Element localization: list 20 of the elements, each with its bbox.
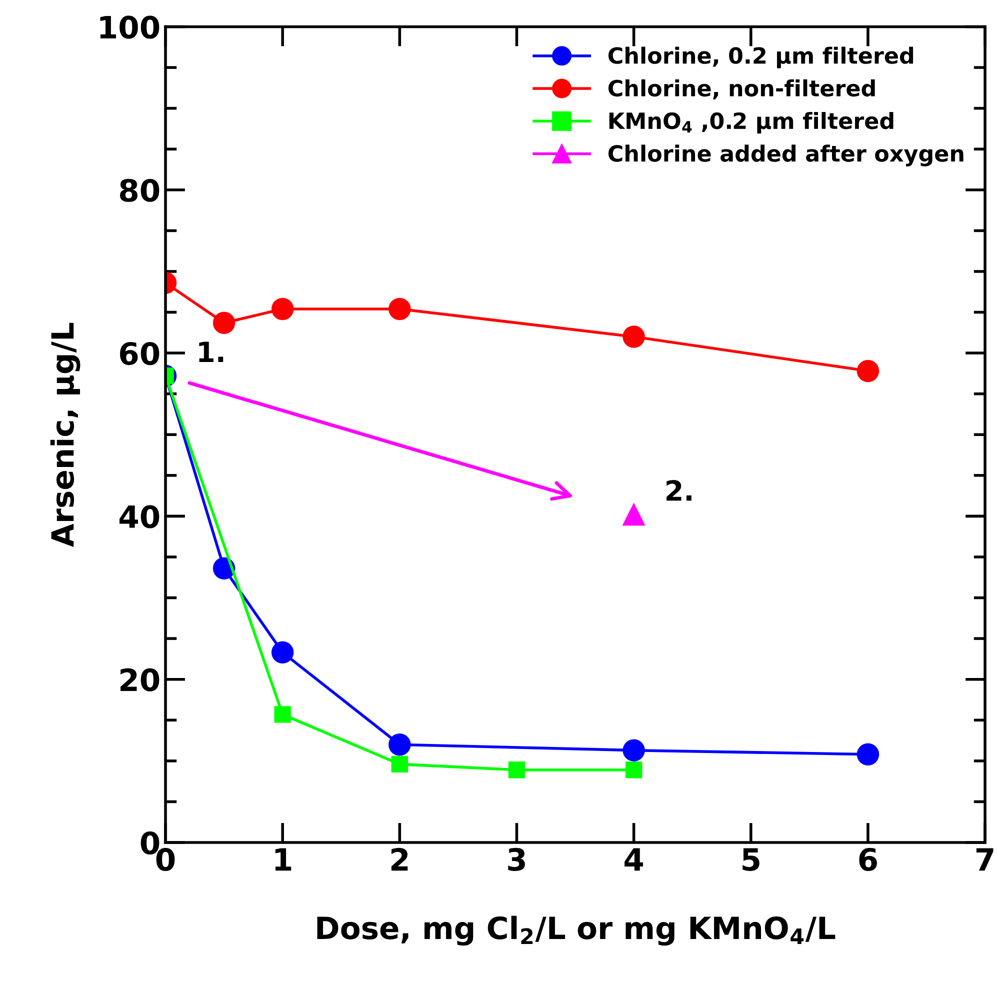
annotation: 1. [199,342,224,362]
x-tick-label: 3 [508,848,525,872]
y-tick-label: 40 [119,505,160,528]
y-tick-label: 20 [120,668,160,692]
x-tick-label: 1 [275,848,292,871]
legend-label: Chlorine, non-filtered [608,79,875,100]
legend-label: KMnO$_{4}$ ,0.2 μm filtered [609,112,894,134]
x-axis-title: Dose, mg Cl$_{2}$/L or mg KMnO$_{4}$/L [317,916,836,946]
y-tick-label: 80 [120,178,160,202]
y-axis-title: Arsenic, μg/L [50,322,80,548]
x-tick-label: 5 [742,848,760,872]
annotation: 2. [666,480,692,501]
legend-label: Chlorine added after oxygen [608,144,964,166]
x-tick-label: 7 [976,848,994,871]
x-tick-label: 4 [624,848,644,871]
y-tick-label: 60 [120,342,160,366]
x-tick-label: 6 [859,848,877,872]
y-tick-label: 100 [100,16,160,39]
x-tick-label: 2 [391,848,408,871]
legend-label: Chlorine, 0.2 μm filtered [608,46,914,68]
